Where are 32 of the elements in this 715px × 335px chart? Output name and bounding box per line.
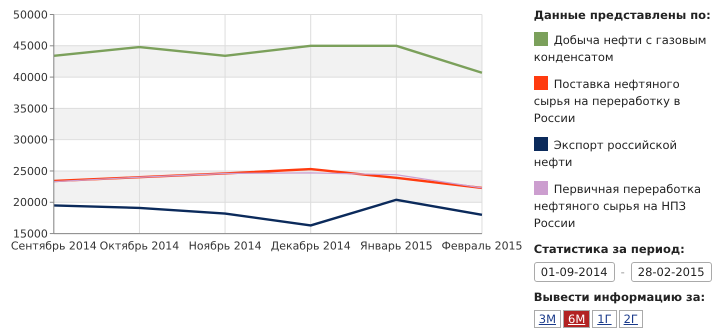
x-tick-label: Декабрь 2014 (270, 239, 351, 252)
x-tick-label: Февраль 2015 (441, 239, 522, 252)
legend-title: Данные представлены по: (534, 8, 712, 22)
period-button: 2Г (618, 310, 643, 328)
y-tick-label: 40000 (13, 70, 48, 84)
date-field: 01-09-2014 (534, 262, 615, 282)
legend-label: Экспорт российской нефти (534, 137, 678, 171)
line-series (52, 198, 484, 227)
y-tick-label: 45000 (13, 40, 48, 53)
legend-label: Первичная переработка нефтяного сырья на НПЗ России (534, 181, 702, 232)
x-tick-label: Ноябрь 2014 (188, 239, 262, 252)
legend-label: Добыча нефти с газовым конденсатом (534, 32, 708, 66)
x-tick-label: Октябрь 2014 (100, 239, 180, 252)
legend-label: Поставка нефтяного сырья на переработку в России (534, 76, 682, 127)
y-tick-label: 35000 (13, 102, 48, 116)
line-series (53, 172, 483, 188)
y-tick-label: 30000 (13, 134, 48, 147)
text: Вывести информацию за: (534, 290, 706, 304)
text: - (620, 265, 625, 279)
y-tick-label: 25000 (13, 164, 48, 178)
y-tick-label: 50000 (13, 8, 48, 22)
y-tick-label: 15000 (13, 227, 48, 240)
line-series (52, 44, 484, 74)
date-field: 28-02-2015 (630, 262, 712, 282)
x-tick-label: Сентябрь 2014 (10, 239, 97, 252)
text: Статистика за период: (534, 242, 686, 256)
y-tick-label: 20000 (13, 196, 48, 210)
period-button: 1Г (592, 310, 617, 328)
period-button: 6М (563, 310, 590, 328)
line-series (52, 168, 484, 190)
x-tick-label: Январь 2015 (360, 239, 433, 252)
period-button: 3М (534, 310, 562, 328)
